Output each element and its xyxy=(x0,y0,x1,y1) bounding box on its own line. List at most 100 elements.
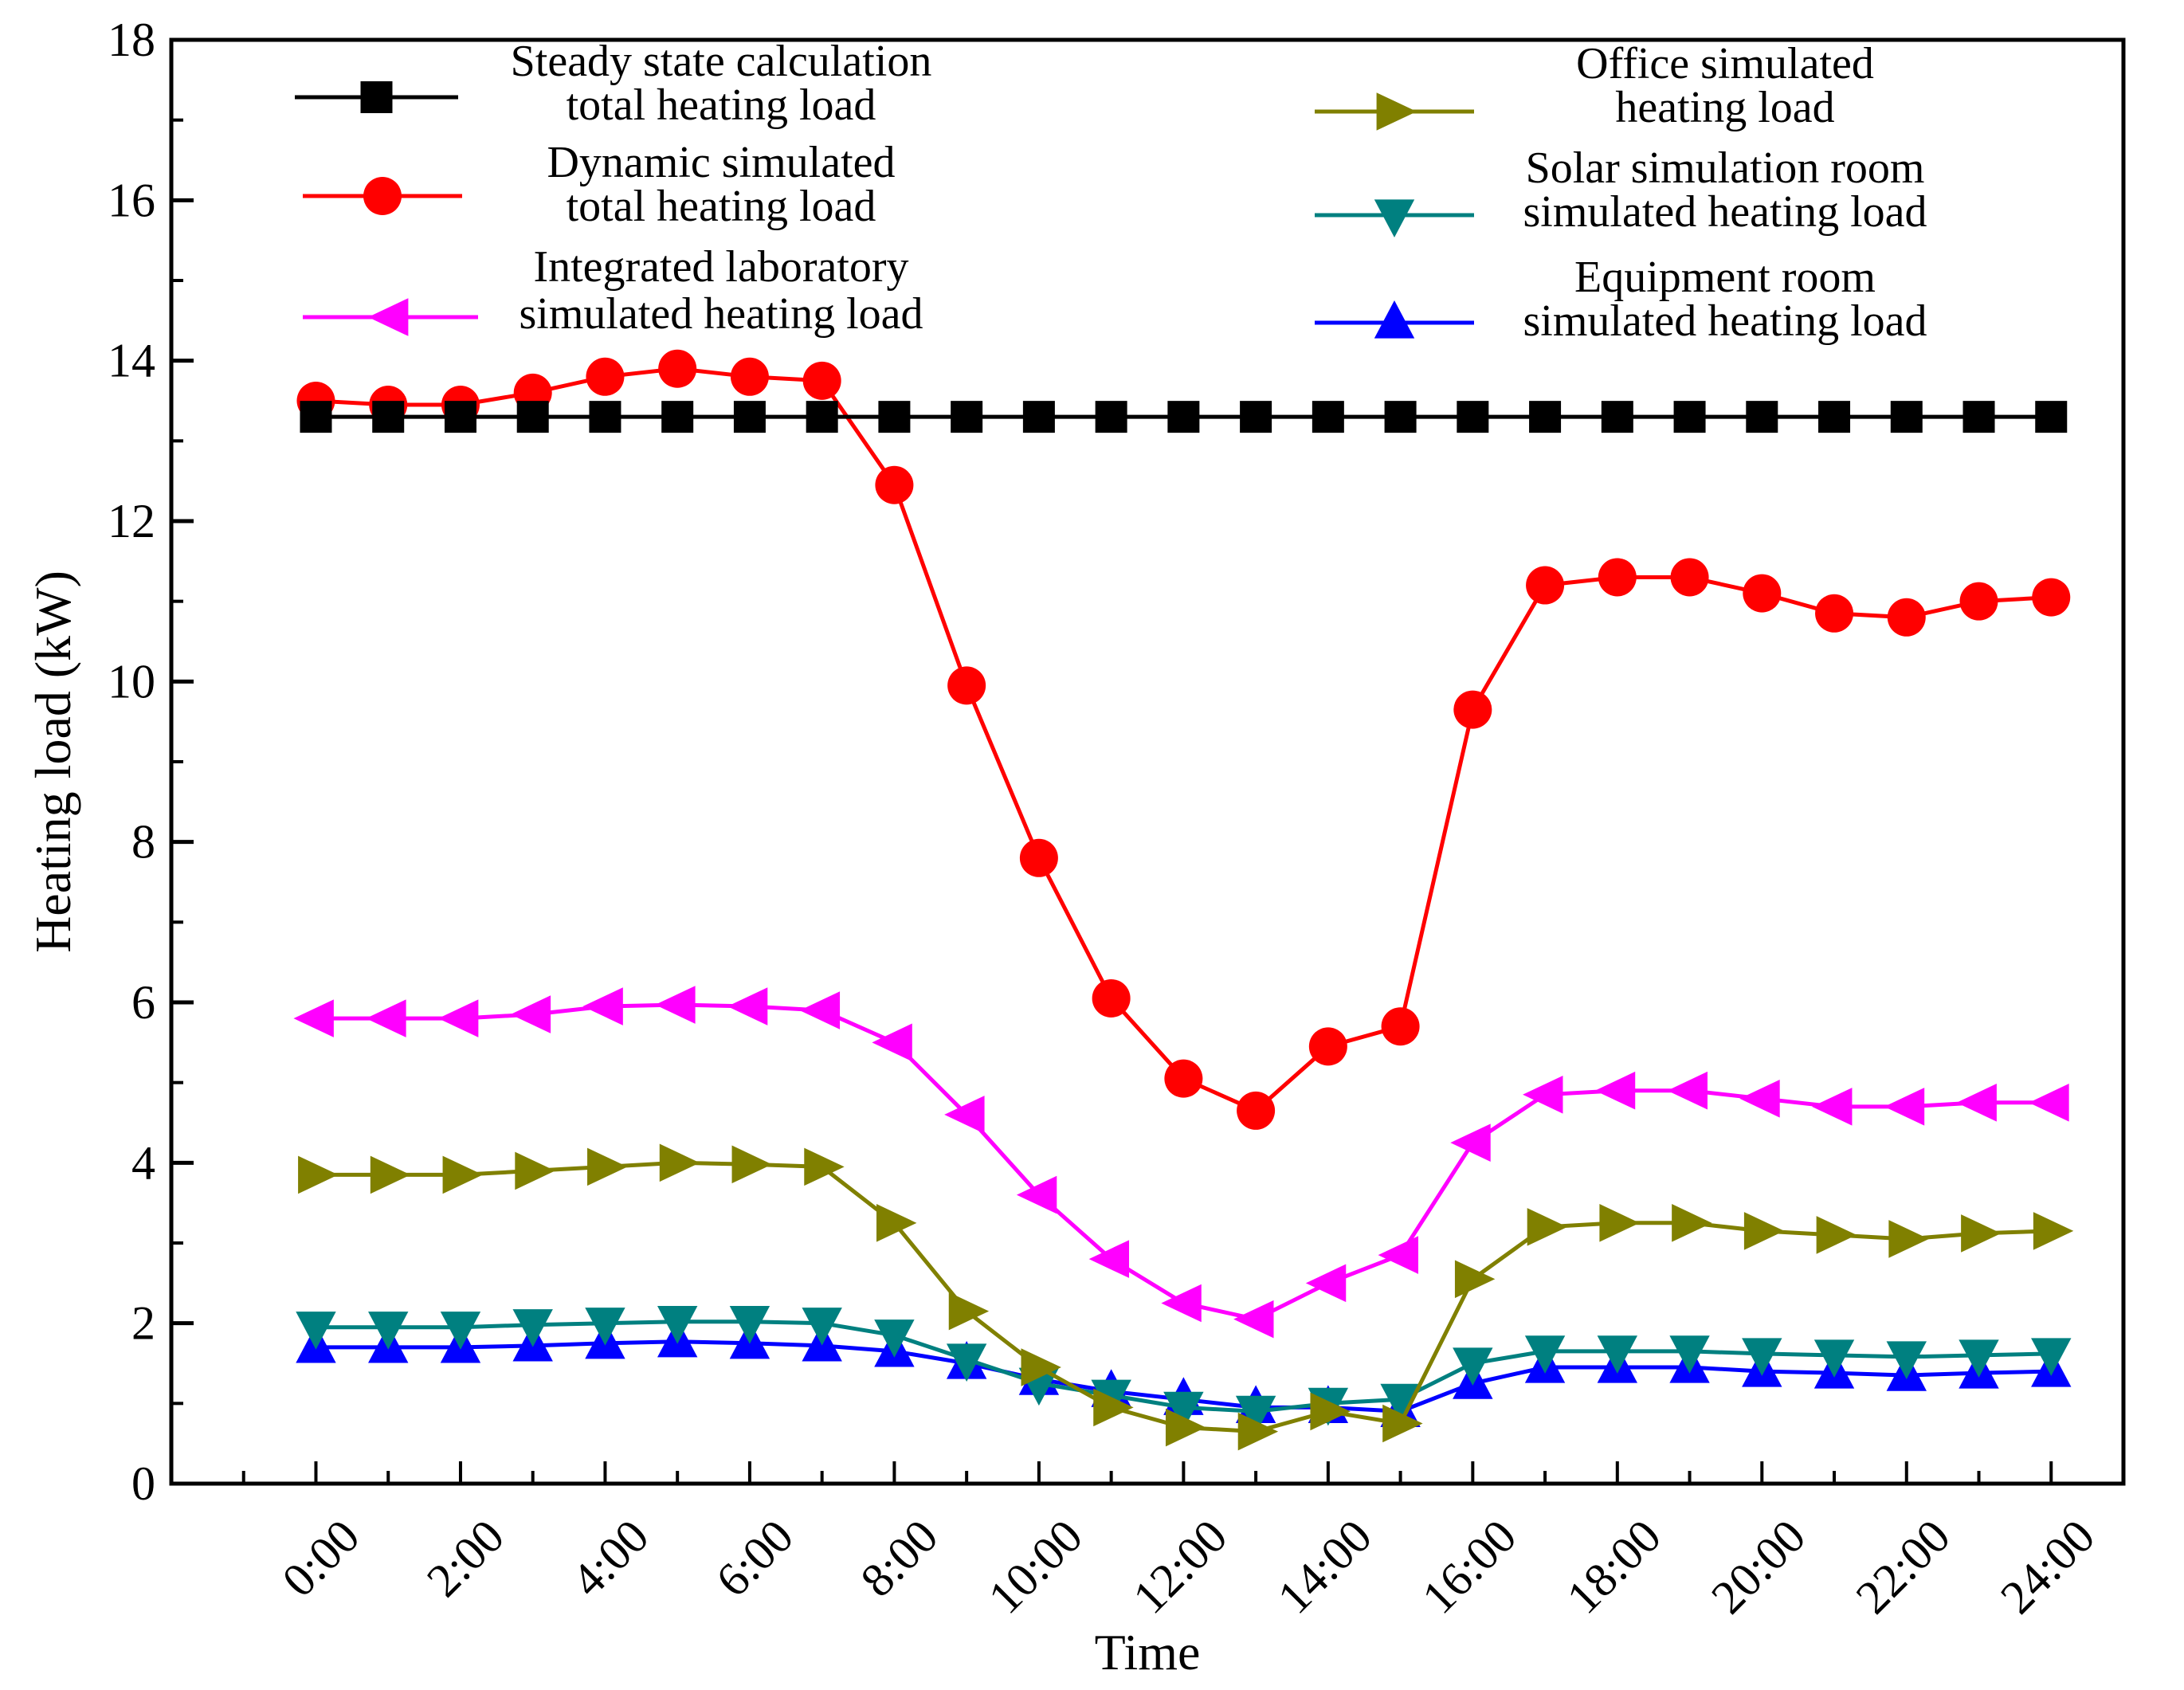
data-point xyxy=(440,1312,481,1350)
legend-label: Solar simulation room xyxy=(1526,143,1925,193)
legend-label: Office simulated xyxy=(1576,39,1874,88)
y-tick-label: 0 xyxy=(131,1457,155,1510)
y-tick-label: 6 xyxy=(131,976,155,1029)
data-point xyxy=(1454,1260,1496,1299)
series-line xyxy=(316,1002,2052,1322)
y-tick-label: 10 xyxy=(108,655,155,708)
data-point xyxy=(1746,401,1778,433)
data-point xyxy=(1743,1212,1785,1250)
series-circle xyxy=(296,349,2071,1130)
legend-label: simulated heating load xyxy=(1523,187,1927,237)
x-tick-label: 12:00 xyxy=(1123,1510,1237,1624)
data-point xyxy=(1890,401,1923,433)
data-point xyxy=(876,1204,917,1242)
data-point xyxy=(1961,1214,2002,1253)
data-point xyxy=(582,987,623,1025)
legend: Steady state calculation total heating lo… xyxy=(295,37,1927,346)
data-point xyxy=(802,1308,842,1346)
data-point xyxy=(1959,1339,1999,1378)
data-point xyxy=(658,349,697,388)
data-point xyxy=(1673,401,1706,433)
data-point xyxy=(298,1155,339,1194)
data-point xyxy=(510,995,551,1033)
data-point xyxy=(366,999,406,1037)
data-point xyxy=(1670,558,1709,597)
y-axis-title: Heating load (kW) xyxy=(25,571,81,953)
data-point xyxy=(1884,1088,1925,1126)
data-point xyxy=(1453,1347,1493,1386)
data-point xyxy=(1381,1007,1420,1046)
legend-label: Steady state calculation xyxy=(511,37,932,86)
data-point xyxy=(363,177,402,215)
data-point xyxy=(442,1155,483,1194)
data-point xyxy=(1378,1236,1418,1274)
data-point xyxy=(1527,1208,1568,1246)
data-point xyxy=(1457,401,1489,433)
data-point xyxy=(1240,401,1272,433)
data-point xyxy=(1962,401,1995,433)
data-point xyxy=(1374,300,1415,339)
data-point xyxy=(1374,199,1415,237)
data-point xyxy=(1812,1088,1853,1126)
data-point xyxy=(1672,1204,1712,1242)
data-point xyxy=(1093,1388,1134,1427)
data-point xyxy=(804,1147,845,1186)
y-tick-label: 4 xyxy=(131,1136,155,1189)
data-point xyxy=(1376,92,1417,131)
data-point xyxy=(1669,1335,1710,1374)
data-point xyxy=(1384,401,1417,433)
data-point xyxy=(1956,1084,1997,1122)
series-triangle-left xyxy=(293,986,2069,1339)
data-point xyxy=(659,1143,700,1182)
data-point xyxy=(1235,1395,1276,1434)
data-point xyxy=(2032,578,2071,617)
legend-label: Integrated laboratory xyxy=(533,242,908,292)
data-point xyxy=(661,401,694,433)
data-point xyxy=(1667,1071,1708,1110)
data-point xyxy=(729,1306,770,1344)
data-point xyxy=(1237,1412,1279,1451)
data-point xyxy=(727,987,768,1025)
series-square xyxy=(300,401,2068,433)
data-point xyxy=(872,1023,912,1062)
series-triangle-down xyxy=(296,1306,2072,1434)
data-point xyxy=(360,81,393,113)
legend-label: total heating load xyxy=(567,182,876,231)
data-point xyxy=(1021,1348,1061,1386)
data-point xyxy=(1233,1300,1274,1339)
x-tick-label: 14:00 xyxy=(1268,1510,1382,1624)
data-point xyxy=(515,1151,555,1190)
data-point xyxy=(1813,1339,1855,1378)
data-point xyxy=(1743,574,1782,613)
data-point xyxy=(1959,582,1998,621)
data-point xyxy=(516,401,549,433)
data-point xyxy=(372,401,405,433)
series-line xyxy=(316,367,2052,1113)
x-axis-title: Time xyxy=(1095,1624,1201,1680)
data-point xyxy=(512,1309,553,1347)
data-point xyxy=(1450,1123,1491,1162)
y-tick-label: 14 xyxy=(108,335,155,387)
data-point xyxy=(1818,401,1851,433)
data-point xyxy=(1095,401,1127,433)
data-point xyxy=(657,1306,698,1344)
data-point xyxy=(948,1292,990,1331)
data-point xyxy=(1305,1264,1347,1303)
data-point xyxy=(874,1319,915,1358)
data-point xyxy=(1816,1216,1857,1254)
data-point xyxy=(1594,1071,1636,1110)
y-tick-label: 18 xyxy=(108,14,155,66)
legend-label: simulated heating load xyxy=(1523,296,1927,346)
data-point xyxy=(1380,1383,1421,1422)
y-tick-label: 16 xyxy=(108,174,155,226)
data-point xyxy=(878,401,911,433)
data-point xyxy=(1016,1175,1057,1214)
data-point xyxy=(1887,598,1926,637)
series-triangle-right xyxy=(298,1143,2074,1451)
data-point xyxy=(946,1343,987,1382)
